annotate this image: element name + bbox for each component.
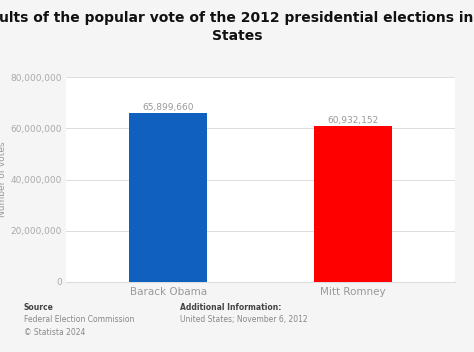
- Text: Official results of the popular vote of the 2012 presidential elections in the U: Official results of the popular vote of …: [0, 11, 474, 43]
- Bar: [314, 126, 392, 282]
- Text: Federal Election Commission
© Statista 2024: Federal Election Commission © Statista 2…: [24, 315, 134, 337]
- Text: Additional Information:: Additional Information:: [180, 303, 282, 312]
- Text: 60,932,152: 60,932,152: [328, 116, 379, 125]
- Text: 65,899,660: 65,899,660: [142, 103, 194, 112]
- Text: Source: Source: [24, 303, 54, 312]
- Y-axis label: Number of votes: Number of votes: [0, 142, 7, 217]
- Bar: [129, 113, 207, 282]
- Text: United States; November 6, 2012: United States; November 6, 2012: [180, 315, 308, 324]
